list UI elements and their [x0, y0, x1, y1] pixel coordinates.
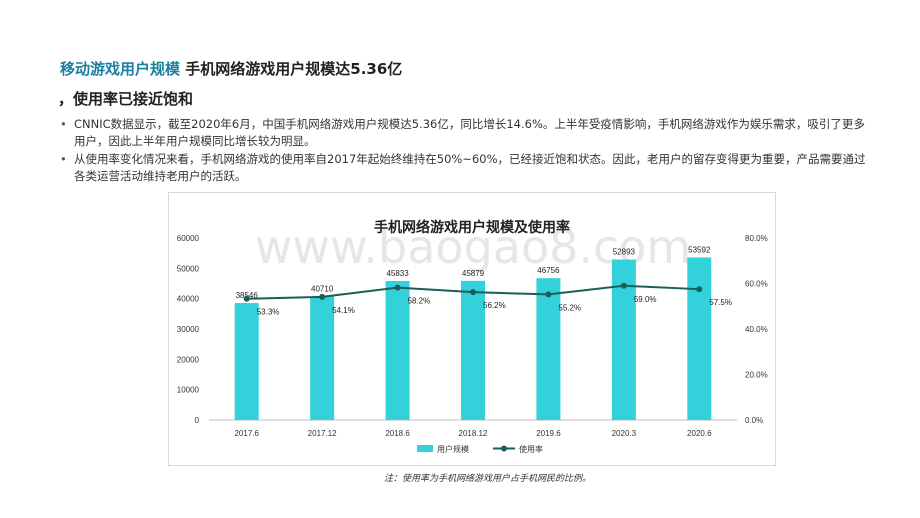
line-point: [394, 284, 401, 291]
y-right-tick-label: 80.0%: [745, 234, 768, 243]
bar-value-label: 45879: [462, 269, 485, 278]
x-tick-label: 2017.6: [234, 429, 259, 438]
line-point: [319, 293, 326, 300]
bar-value-label: 46756: [537, 266, 560, 275]
bar-value-label: 52893: [613, 248, 636, 257]
bullet-list: CNNIC数据显示，截至2020年6月，中国手机网络游戏用户规模达5.36亿，同…: [60, 116, 870, 186]
line-value-label: 58.2%: [408, 297, 431, 306]
chart-title: 手机网络游戏用户规模及使用率: [374, 219, 570, 236]
x-tick-label: 2019.6: [536, 429, 561, 438]
y-left-tick-label: 0: [195, 416, 200, 425]
legend-bar-label: 用户规模: [437, 444, 469, 454]
y-left-tick-label: 10000: [177, 386, 200, 395]
x-tick-label: 2018.6: [385, 429, 410, 438]
y-right-tick-label: 40.0%: [745, 325, 768, 334]
line-point: [545, 291, 552, 298]
bar: [461, 280, 485, 420]
bullet-item-1: CNNIC数据显示，截至2020年6月，中国手机网络游戏用户规模达5.36亿，同…: [60, 116, 870, 150]
legend-bar-swatch: [417, 445, 433, 452]
chart-panel: www.baogao8.com 手机网络游戏用户规模及使用率 0 10000 20000…: [168, 192, 776, 466]
bar: [310, 296, 335, 420]
chart-note: 注：使用率为手机网络游戏用户占手机网民的比例。: [384, 474, 592, 484]
x-tick-label: 2020.6: [687, 429, 712, 438]
line-point: [243, 295, 250, 302]
bar-value-label: 38546: [236, 291, 259, 300]
headline-part1: 手机网络游戏用户规模达5.36亿: [185, 60, 403, 78]
y-left-tick-label: 40000: [177, 295, 200, 304]
line-value-label: 59.0%: [634, 295, 657, 304]
x-tick-label: 2018.12: [459, 429, 488, 438]
line-value-label: 55.2%: [558, 303, 581, 312]
y-right-tick-label: 60.0%: [745, 280, 768, 289]
line-point: [696, 286, 703, 293]
y-left-tick-label: 30000: [177, 325, 200, 334]
x-tick-label: 2017.12: [308, 429, 337, 438]
y-right-tick-label: 20.0%: [745, 371, 768, 380]
bar-value-label: 40710: [311, 285, 334, 294]
combo-chart: www.baogao8.com手机网络游戏用户规模及使用率01000020000…: [177, 219, 768, 454]
y-left-tick-label: 20000: [177, 355, 200, 364]
headline-part2: ，使用率已接近饱和: [58, 90, 194, 108]
y-right-tick-label: 0.0%: [745, 416, 763, 425]
x-tick-label: 2020.3: [612, 429, 637, 438]
bar: [385, 280, 410, 420]
legend-line-label: 使用率: [519, 444, 543, 454]
line-value-label: 56.2%: [483, 301, 506, 310]
y-left-tick-label: 50000: [177, 264, 200, 273]
page-title: 移动游戏用户规模 手机网络游戏用户规模达5.36亿: [60, 58, 402, 79]
line-value-label: 57.5%: [709, 298, 732, 307]
bar: [687, 257, 712, 420]
bar: [234, 303, 259, 420]
line-point: [470, 289, 476, 296]
bullet-item-2: 从使用率变化情况来看，手机网络游戏的使用率自2017年起始终维持在50%~60%…: [60, 151, 870, 185]
bar-value-label: 53592: [688, 245, 711, 254]
line-point: [620, 282, 627, 289]
legend-line-marker: [501, 445, 507, 452]
y-left-tick-label: 60000: [177, 234, 200, 243]
line-value-label: 53.3%: [257, 308, 280, 317]
line-value-label: 54.1%: [332, 306, 355, 315]
bar: [536, 278, 561, 420]
bar-value-label: 45833: [386, 269, 409, 278]
section-tag: 移动游戏用户规模: [60, 60, 181, 78]
